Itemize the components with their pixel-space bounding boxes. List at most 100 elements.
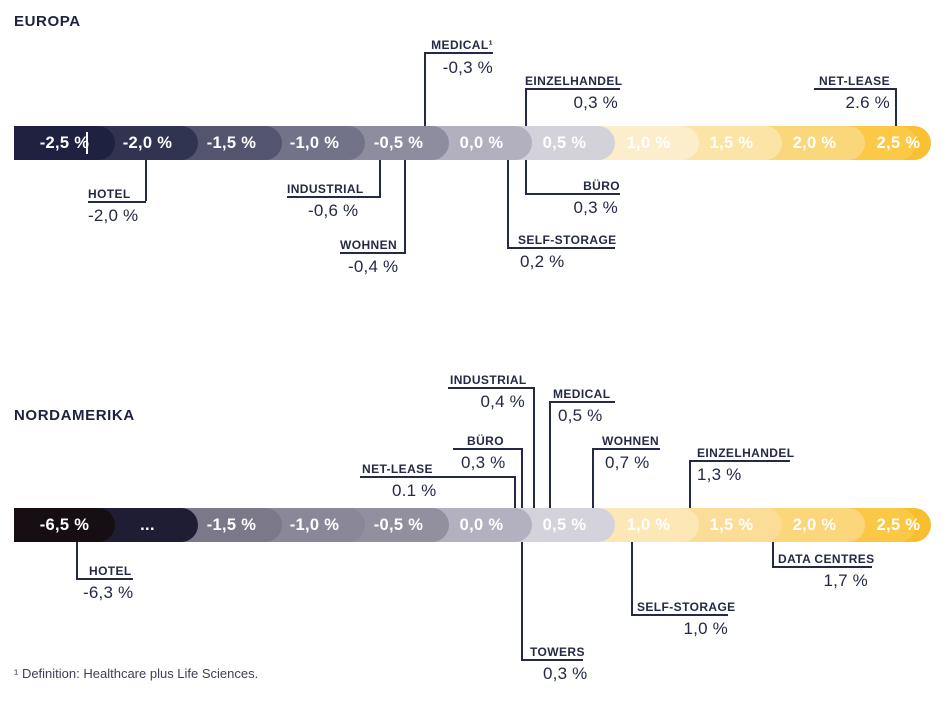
scale-tick-label: -2,0 % bbox=[122, 134, 173, 152]
eu-hotel-connector-line bbox=[145, 160, 147, 201]
scale-tick-label: -1,0 % bbox=[289, 134, 340, 152]
eu-self-storage-connector-line bbox=[507, 160, 509, 247]
eu-buero-connector-line bbox=[525, 160, 527, 193]
scale-segment bbox=[14, 126, 115, 160]
europa-title: EUROPA bbox=[14, 13, 81, 30]
na-medical-label: MEDICAL bbox=[553, 387, 611, 401]
na-industrial-underline bbox=[448, 387, 535, 389]
na-self-storage-label: SELF-STORAGE bbox=[637, 600, 736, 614]
eu-industrial-connector-line bbox=[379, 160, 381, 196]
scale-tick-label: -2,5 % bbox=[39, 134, 90, 152]
na-hotel-label: HOTEL bbox=[89, 564, 132, 578]
na-hotel-value: -6,3 % bbox=[83, 583, 134, 602]
nordamerika-scale-bar: -6,5 % ... -1,5 % -1,0 % -0,5 % 0,0 % 0,… bbox=[14, 508, 931, 542]
na-medical-value: 0,5 % bbox=[558, 406, 603, 425]
eu-hotel-label: HOTEL bbox=[88, 187, 131, 201]
na-self-storage-underline bbox=[631, 614, 728, 616]
scale-tick-label: -0,5 % bbox=[373, 134, 424, 152]
eu-einzelhandel-label: EINZELHANDEL bbox=[525, 74, 623, 88]
text-cursor-artifact bbox=[86, 132, 88, 154]
eu-net-lease-value: 2.6 % bbox=[845, 93, 890, 112]
eu-wohnen-underline bbox=[340, 252, 406, 254]
scale-tick-label: -1,5 % bbox=[206, 516, 257, 534]
na-industrial-value: 0,4 % bbox=[480, 392, 525, 411]
europa-scale-bar: -2,5 % -2,0 % -1,5 % -1,0 % -0,5 % 0,0 %… bbox=[14, 126, 931, 160]
eu-einzelhandel-underline bbox=[525, 88, 620, 90]
na-hotel-connector-line bbox=[76, 542, 78, 578]
na-self-storage-value: 1,0 % bbox=[683, 619, 728, 638]
eu-wohnen-value: -0,4 % bbox=[348, 257, 399, 276]
scale-tick-label: 0,0 % bbox=[459, 134, 504, 152]
na-industrial-connector-line bbox=[533, 387, 535, 508]
na-wohnen-connector-line bbox=[592, 448, 594, 508]
eu-wohnen-label: WOHNEN bbox=[340, 238, 398, 252]
eu-industrial-value: -0,6 % bbox=[308, 201, 359, 220]
na-buero-label: BÜRO bbox=[467, 434, 504, 448]
eu-buero-value: 0,3 % bbox=[573, 198, 618, 217]
scale-tick-label: -1,5 % bbox=[206, 134, 257, 152]
eu-self-storage-underline bbox=[507, 247, 615, 249]
na-data-centres-connector-line bbox=[772, 542, 774, 566]
na-towers-value: 0,3 % bbox=[543, 664, 588, 683]
eu-buero-label: BÜRO bbox=[583, 179, 620, 193]
eu-industrial-label: INDUSTRIAL bbox=[287, 182, 364, 196]
na-einzelhandel-connector-line bbox=[689, 460, 691, 508]
eu-medical-value: -0,3 % bbox=[442, 58, 493, 77]
na-self-storage-connector-line bbox=[631, 542, 633, 614]
scale-tick-label: 1,0 % bbox=[626, 516, 671, 534]
eu-medical-label: MEDICAL¹ bbox=[431, 38, 493, 52]
na-buero-value: 0,3 % bbox=[461, 453, 506, 472]
scale-tick-label: 2,0 % bbox=[792, 516, 837, 534]
na-wohnen-label: WOHNEN bbox=[602, 434, 660, 448]
eu-medical-connector-line bbox=[424, 52, 426, 126]
eu-einzelhandel-value: 0,3 % bbox=[573, 93, 618, 112]
na-towers-connector-line bbox=[521, 542, 523, 659]
scale-tick-label: 1,5 % bbox=[709, 516, 754, 534]
eu-hotel-underline bbox=[88, 201, 146, 203]
na-industrial-label: INDUSTRIAL bbox=[450, 373, 527, 387]
na-towers-label: TOWERS bbox=[530, 645, 585, 659]
eu-wohnen-connector-line bbox=[404, 160, 406, 252]
scale-tick-label: 0,5 % bbox=[542, 134, 587, 152]
eu-einzelhandel-connector-line bbox=[525, 88, 527, 126]
eu-self-storage-value: 0,2 % bbox=[520, 252, 565, 271]
eu-medical-underline bbox=[424, 52, 493, 54]
na-buero-underline bbox=[453, 448, 523, 450]
scale-tick-label: 2,5 % bbox=[876, 516, 921, 534]
scale-tick-label: 1,5 % bbox=[709, 134, 754, 152]
scale-tick-label: 0,0 % bbox=[459, 516, 504, 534]
na-buero-connector-line bbox=[521, 448, 523, 508]
eu-self-storage-label: SELF-STORAGE bbox=[518, 233, 617, 247]
na-einzelhandel-label: EINZELHANDEL bbox=[697, 446, 795, 460]
na-wohnen-value: 0,7 % bbox=[605, 453, 650, 472]
na-einzelhandel-underline bbox=[689, 460, 790, 462]
scale-tick-label: 1,0 % bbox=[626, 134, 671, 152]
na-data-centres-label: DATA CENTRES bbox=[778, 552, 875, 566]
eu-net-lease-connector-line bbox=[895, 88, 897, 126]
na-medical-underline bbox=[549, 401, 615, 403]
na-data-centres-underline bbox=[772, 566, 872, 568]
na-data-centres-value: 1,7 % bbox=[823, 571, 868, 590]
na-towers-underline bbox=[521, 659, 583, 661]
na-wohnen-underline bbox=[592, 448, 660, 450]
na-net-lease-underline bbox=[360, 476, 516, 478]
eu-industrial-underline bbox=[287, 196, 381, 198]
scale-tick-label: -1,0 % bbox=[289, 516, 340, 534]
scale-tick-label: ... bbox=[140, 516, 155, 534]
footnote: ¹ Definition: Healthcare plus Life Scien… bbox=[14, 666, 259, 681]
eu-net-lease-label: NET-LEASE bbox=[819, 74, 890, 88]
na-medical-connector-line bbox=[549, 401, 551, 508]
na-hotel-underline bbox=[76, 578, 133, 580]
scale-tick-label: -6,5 % bbox=[39, 516, 90, 534]
nordamerika-title: NORDAMERIKA bbox=[14, 407, 135, 424]
scale-tick-label: 2,5 % bbox=[876, 134, 921, 152]
na-einzelhandel-value: 1,3 % bbox=[697, 465, 742, 484]
scale-tick-label: 2,0 % bbox=[792, 134, 837, 152]
scale-tick-label: 0,5 % bbox=[542, 516, 587, 534]
na-net-lease-connector-line bbox=[514, 476, 516, 508]
